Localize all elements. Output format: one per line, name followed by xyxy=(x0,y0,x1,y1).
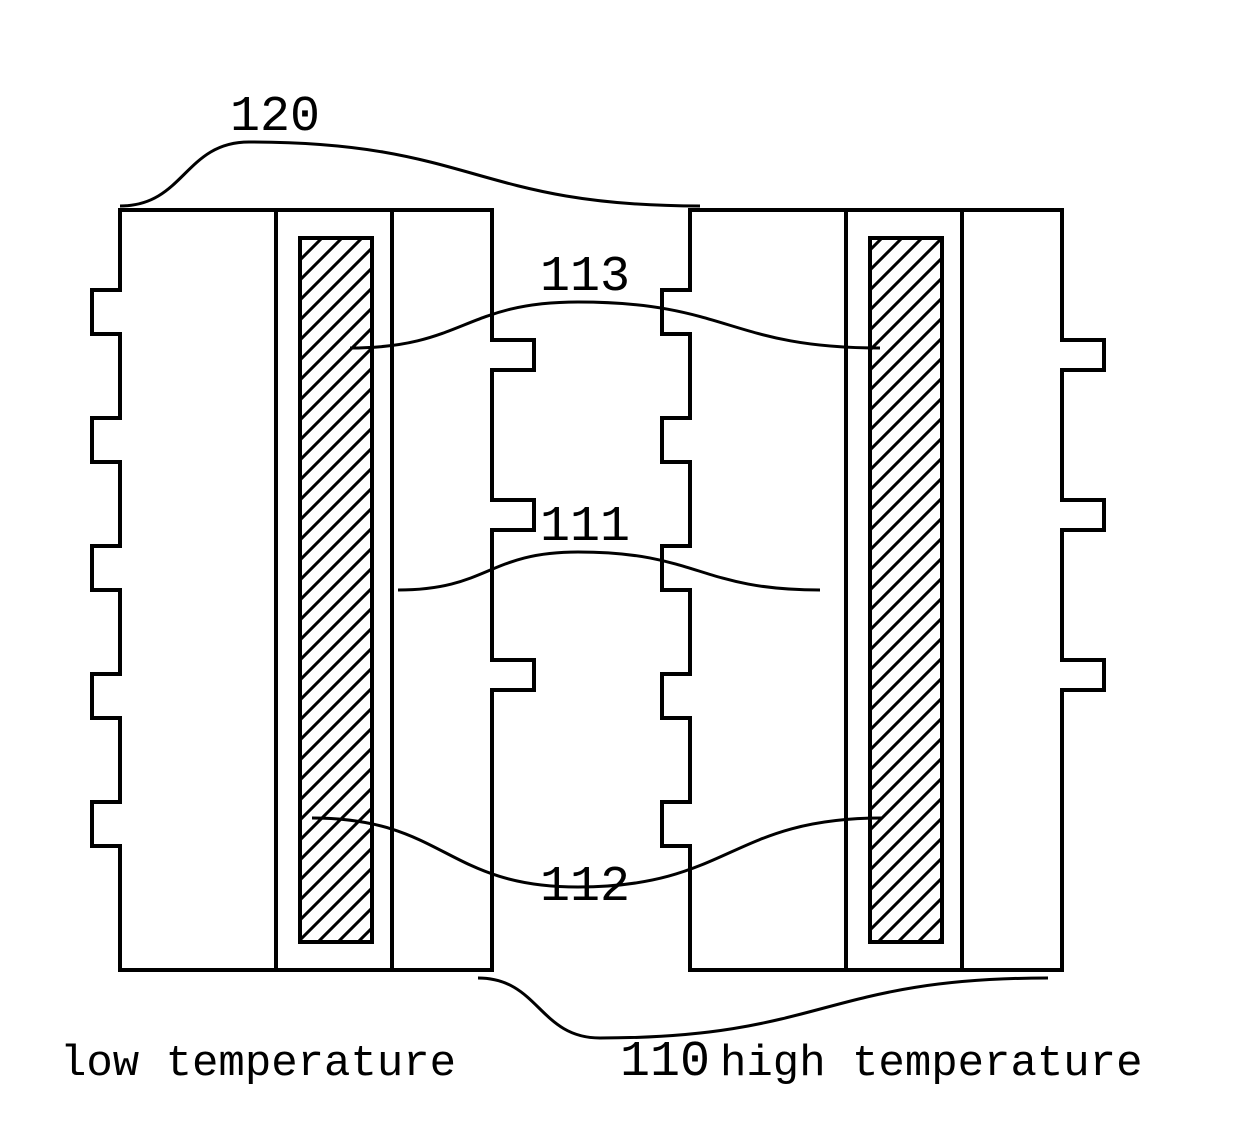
label-111: 111 xyxy=(540,499,630,556)
left-tooth-left-3 xyxy=(92,674,122,718)
left-tooth-left-2 xyxy=(92,546,122,590)
core-113-left xyxy=(300,238,372,942)
label-high: high temperature xyxy=(720,1039,1142,1089)
left-tooth-right-3 xyxy=(662,674,692,718)
label-low: low temperature xyxy=(60,1039,456,1089)
label-112: 112 xyxy=(540,859,630,916)
label-113: 113 xyxy=(540,249,630,306)
left-tooth-left-1 xyxy=(92,418,122,462)
right-tooth-left-1 xyxy=(492,500,534,530)
left-tooth-left-0 xyxy=(92,290,122,334)
panel-120-right xyxy=(690,210,850,970)
label-120: 120 xyxy=(230,89,320,146)
right-tooth-right-2 xyxy=(1062,660,1104,690)
core-113-right xyxy=(870,238,942,942)
right-tooth-left-2 xyxy=(492,660,534,690)
brace-120 xyxy=(120,142,700,206)
brace-110 xyxy=(478,978,1048,1038)
right-tooth-right-0 xyxy=(1062,340,1104,370)
label-110: 110 xyxy=(620,1034,710,1091)
left-tooth-right-4 xyxy=(662,802,692,846)
left-tooth-left-4 xyxy=(92,802,122,846)
right-tooth-left-0 xyxy=(492,340,534,370)
panel-120-left xyxy=(120,210,280,970)
left-tooth-right-1 xyxy=(662,418,692,462)
panel-110-right xyxy=(962,210,1062,970)
right-tooth-right-1 xyxy=(1062,500,1104,530)
